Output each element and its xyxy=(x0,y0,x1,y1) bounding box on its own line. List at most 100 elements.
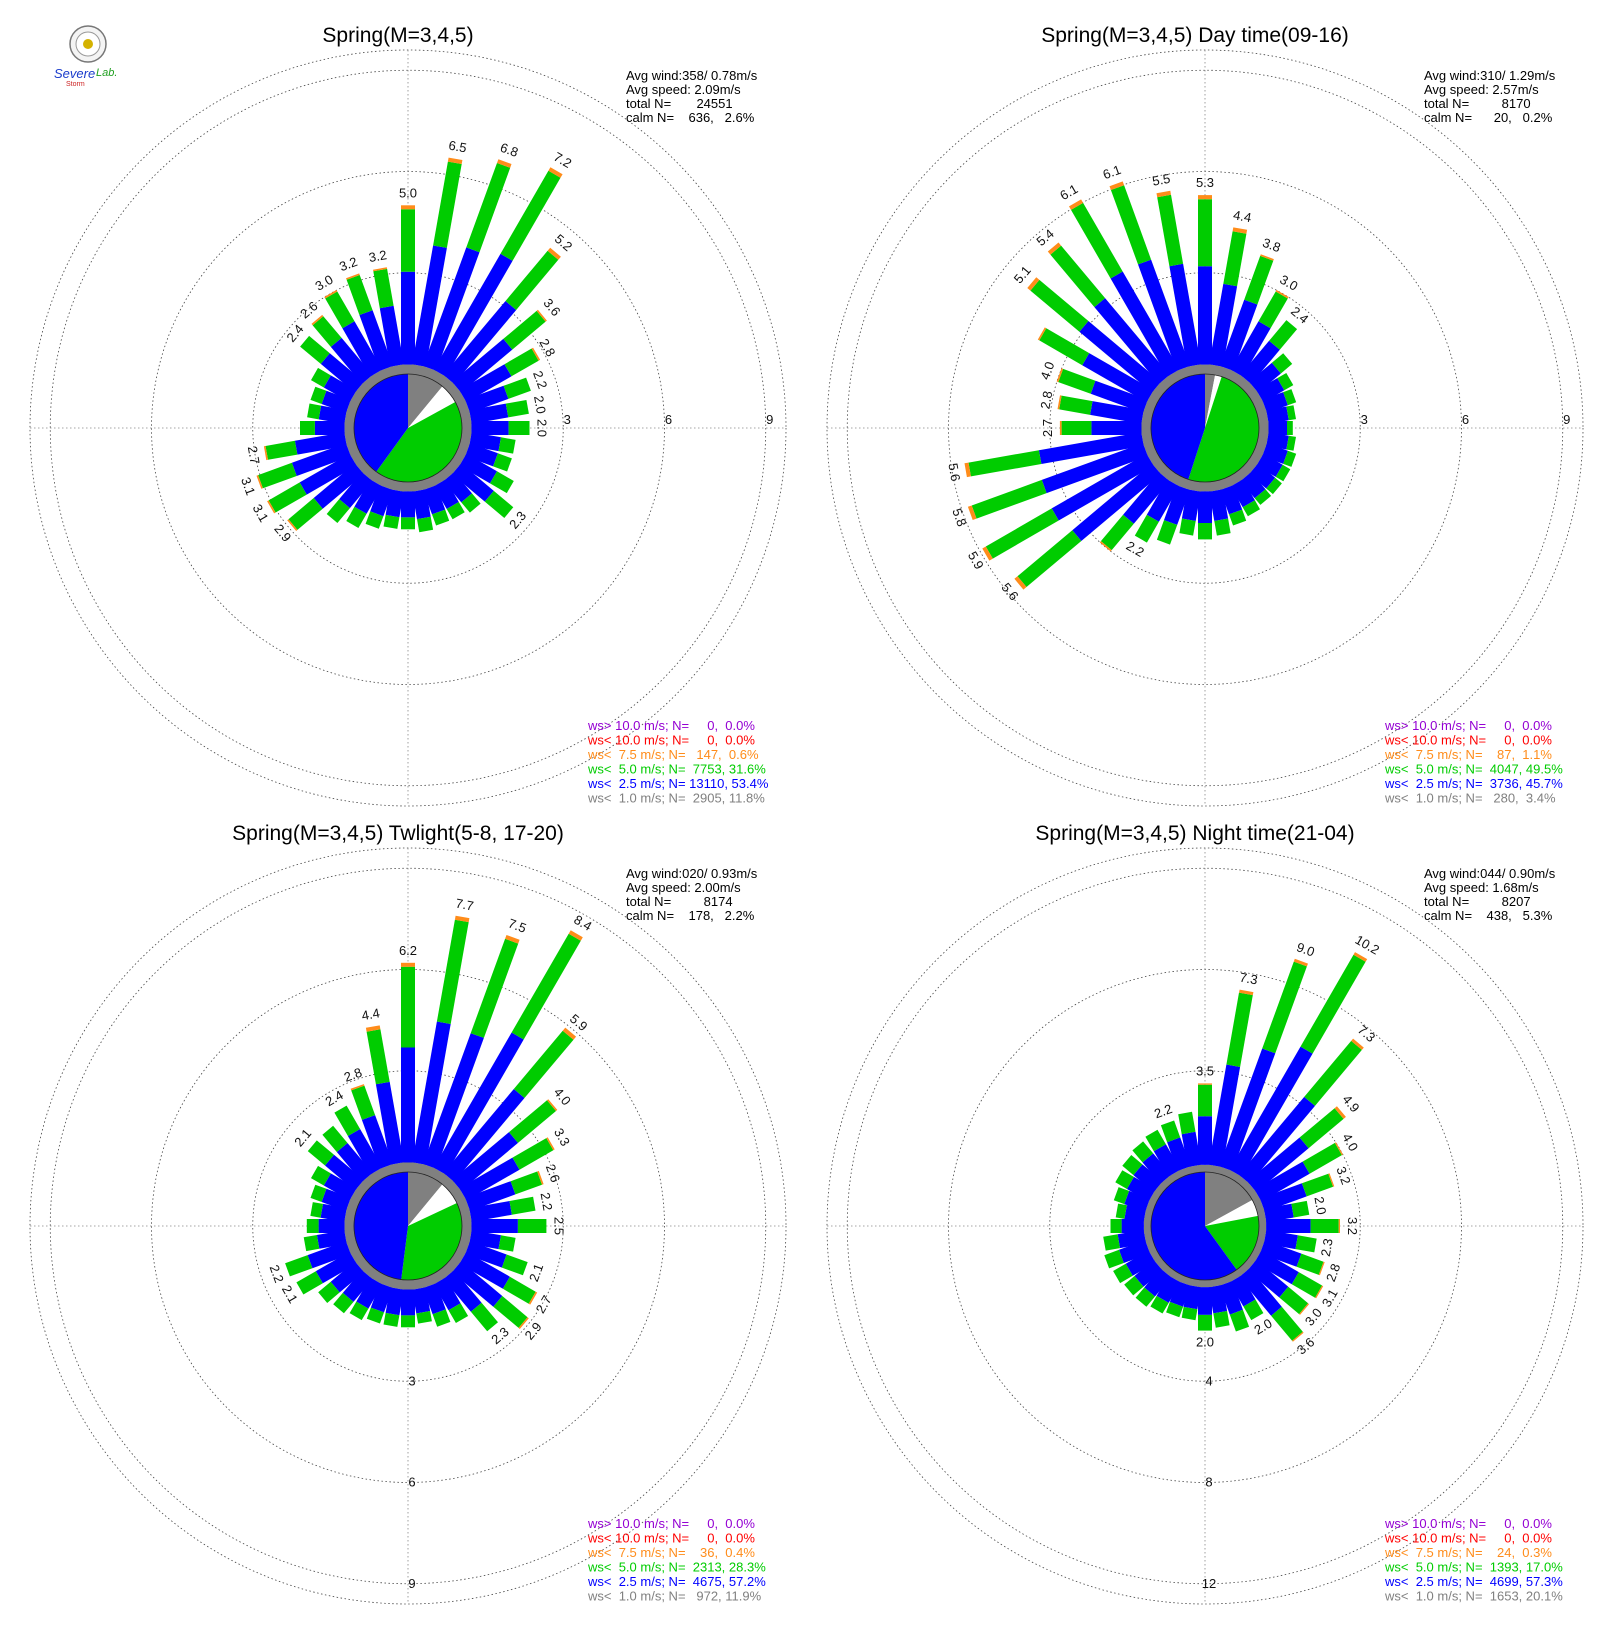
bar-segment xyxy=(1291,1200,1310,1218)
legend-entry: ws< 2.5 m/s; N= 4675, 57.2% xyxy=(587,1574,766,1589)
direction-bar xyxy=(1259,421,1293,435)
bar-segment xyxy=(330,337,373,384)
bar-segment xyxy=(256,475,263,489)
bar-value-label: 2.3 xyxy=(488,1324,511,1347)
bar-segment xyxy=(1266,406,1289,424)
direction-bar xyxy=(462,421,530,435)
bar-value-label: 2.3 xyxy=(1318,1237,1336,1257)
bar-value-label: 2.0 xyxy=(1251,1316,1274,1338)
bar-segment xyxy=(452,1132,518,1191)
bar-value-label: 4.0 xyxy=(551,1085,574,1108)
bar-segment xyxy=(1146,479,1180,522)
bar-segment xyxy=(1198,1287,1212,1315)
bar-segment xyxy=(1293,958,1308,967)
bar-segment xyxy=(436,919,469,1024)
bar-segment xyxy=(509,1196,536,1215)
bar-segment xyxy=(503,310,546,350)
bar-segment xyxy=(342,1270,373,1302)
radial-tick-label: 9 xyxy=(1563,412,1570,427)
direction-bar xyxy=(1234,1038,1364,1190)
bar-segment xyxy=(505,400,529,418)
bar-segment xyxy=(325,1154,364,1191)
bar-segment xyxy=(401,962,415,967)
bar-segment xyxy=(1126,1176,1156,1202)
direction-bar xyxy=(1027,277,1169,399)
direction-bar xyxy=(1207,227,1248,376)
bar-segment xyxy=(443,472,472,503)
bar-segment xyxy=(1283,389,1297,406)
bar-segment xyxy=(412,1287,431,1314)
stats-line: total N= 8170 xyxy=(1424,96,1531,111)
legend-entry: ws< 1.0 m/s; N= 2905, 11.8% xyxy=(587,791,765,806)
bar-segment xyxy=(336,1143,373,1182)
bar-value-label: 2.0 xyxy=(1311,1195,1329,1215)
bar-segment xyxy=(1030,279,1089,332)
bar-segment xyxy=(1167,1137,1191,1171)
bar-value-label: 2.4 xyxy=(323,1087,346,1109)
bar-segment xyxy=(1219,1281,1243,1315)
bar-segment xyxy=(383,1312,400,1327)
bar-segment xyxy=(432,509,450,526)
bar-segment xyxy=(1223,231,1247,287)
bar-segment xyxy=(512,1138,554,1170)
bar-value-label: 2.2 xyxy=(1152,1101,1174,1121)
stats-line: total N= 8174 xyxy=(626,894,733,909)
bar-segment xyxy=(351,1085,376,1120)
bar-segment xyxy=(1247,1259,1289,1298)
calm-circle xyxy=(353,373,463,483)
direction-bar xyxy=(410,480,434,533)
calm-pie-slice xyxy=(408,1184,457,1226)
bar-segment xyxy=(510,1171,542,1195)
bar-value-label: 2.2 xyxy=(538,1191,556,1211)
logo-text-lab: Lab. xyxy=(96,67,117,79)
stats-line: calm N= 438, 5.3% xyxy=(1424,908,1553,923)
bar-segment xyxy=(1142,1153,1172,1184)
bar-segment xyxy=(433,479,459,509)
bar-segment xyxy=(303,1235,320,1252)
bar-segment xyxy=(1169,263,1201,367)
bar-value-label: 5.3 xyxy=(1196,175,1214,190)
bar-segment xyxy=(465,385,509,413)
bar-value-label: 6.1 xyxy=(1101,162,1123,182)
direction-bar xyxy=(306,1219,354,1233)
bar-segment xyxy=(1287,421,1293,435)
direction-bar xyxy=(1103,1228,1153,1251)
bar-segment xyxy=(968,450,1042,477)
bar-segment xyxy=(985,508,1059,559)
bar-segment xyxy=(373,268,394,309)
bar-segment xyxy=(1166,1301,1184,1318)
calm-pie-slice xyxy=(408,1172,443,1226)
bar-segment xyxy=(300,421,315,435)
bar-value-label: 2.7 xyxy=(1040,419,1055,437)
bar-segment xyxy=(310,1202,323,1218)
bar-segment xyxy=(1115,1203,1127,1219)
bar-segment xyxy=(294,432,347,455)
bar-segment xyxy=(433,1032,524,1175)
bar-segment xyxy=(1271,353,1293,374)
bar-segment xyxy=(447,157,463,164)
bar-segment xyxy=(1244,255,1274,305)
bar-segment xyxy=(370,1283,393,1313)
bar-segment xyxy=(1125,1250,1156,1276)
bar-segment xyxy=(1220,299,1258,371)
bar-segment xyxy=(528,1291,538,1305)
bar-segment xyxy=(546,1137,555,1151)
bar-value-label: 2.2 xyxy=(530,369,550,391)
bar-segment xyxy=(370,485,393,517)
bar-segment xyxy=(501,1254,528,1276)
stats-line: total N= 8207 xyxy=(1424,894,1531,909)
legend-entry: ws< 2.5 m/s; N= 13110, 53.4% xyxy=(587,776,769,791)
bar-segment xyxy=(461,493,481,513)
bar-segment xyxy=(1254,1161,1310,1202)
bar-segment xyxy=(1037,327,1047,341)
bar-segment xyxy=(1302,1142,1342,1174)
bar-segment xyxy=(1353,952,1368,962)
bar-value-label: 3.1 xyxy=(250,502,272,525)
bar-segment xyxy=(1229,509,1247,526)
bar-segment xyxy=(287,519,298,531)
stats-line: Avg speed: 1.68m/s xyxy=(1424,880,1539,895)
bar-segment xyxy=(350,1084,365,1091)
direction-bar xyxy=(1241,1255,1309,1315)
bar-segment xyxy=(321,390,351,413)
bar-segment xyxy=(383,514,400,529)
